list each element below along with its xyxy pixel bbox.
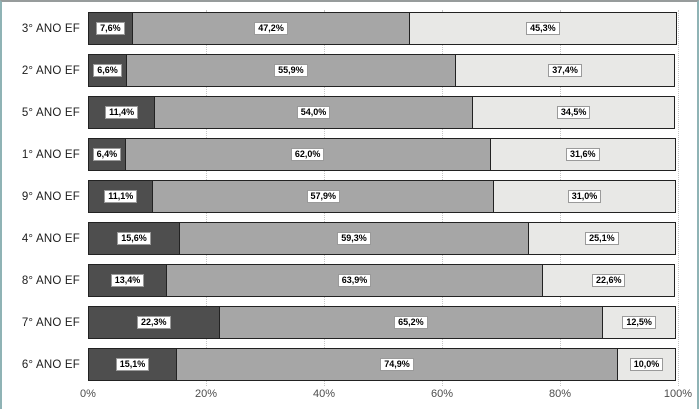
value-label: 63,9% [337,274,372,287]
bar-track: 7,6% 47,2% 45,3% [88,12,678,45]
x-tick-label: 0% [80,388,96,400]
segment-dark: 11,4% [88,96,156,129]
value-label: 65,2% [394,316,428,329]
segment-dark: 22,3% [88,306,220,339]
category-label: 9° ANO EF [21,190,80,203]
value-label: 10,0% [629,358,664,371]
value-label: 7,6% [96,22,125,35]
value-label: 34,5% [556,106,591,119]
segment-light: 31,0% [493,180,676,213]
value-label: 11,4% [105,106,139,119]
value-label: 57,9% [306,190,341,203]
value-label: 37,4% [548,64,582,77]
segment-medium: 63,9% [166,264,544,297]
segment-medium: 62,0% [124,138,491,171]
value-label: 15,1% [115,358,150,371]
bar-row: 5° ANO EF 11,4% 54,0% 34,5% [2,92,678,134]
segment-light: 25,1% [527,222,676,255]
value-label: 6,4% [92,148,122,161]
segment-light: 37,4% [454,54,676,87]
bar-row: 9° ANO EF 11,1% 57,9% 31,0% [2,176,678,218]
bar-row: 1° ANO EF 6,4% 62,0% 31,6% [2,134,678,176]
category-label: 5° ANO EF [21,106,80,119]
value-label: 62,0% [290,148,325,161]
segment-dark: 15,1% [88,348,178,381]
segment-medium: 59,3% [179,222,529,255]
segment-medium: 54,0% [154,96,473,129]
category-label: 1° ANO EF [21,148,80,161]
bar-track: 15,6% 59,3% 25,1% [88,222,678,255]
segment-medium: 65,2% [218,306,604,339]
bar-row: 2° ANO EF 6,6% 55,9% 37,4% [2,50,678,92]
value-label: 54,0% [296,106,331,119]
value-label: 45,3% [526,22,560,35]
bar-row: 7° ANO EF 22,3% 65,2% 12,5% [2,302,678,344]
bar-track: 11,4% 54,0% 34,5% [88,96,678,129]
x-tick-label: 20% [194,388,218,400]
bar-row: 4° ANO EF 15,6% 59,3% 25,1% [2,218,678,260]
category-label: 6° ANO EF [21,358,80,371]
segment-dark: 6,4% [88,138,126,171]
segment-medium: 55,9% [125,54,456,87]
x-tick-label: 60% [430,388,454,400]
category-label: 7° ANO EF [21,316,80,329]
value-label: 47,2% [254,22,288,35]
gridline [678,10,679,386]
value-label: 15,6% [117,232,151,245]
value-label: 12,5% [622,316,656,329]
value-label: 31,0% [567,190,602,203]
value-label: 59,3% [337,232,371,245]
value-label: 6,6% [93,64,122,77]
bar-track: 11,1% 57,9% 31,0% [88,180,678,213]
segment-medium: 57,9% [152,180,495,213]
segment-medium: 74,9% [176,348,618,381]
category-label: 2° ANO EF [21,64,80,77]
value-label: 13,4% [110,274,145,287]
segment-light: 45,3% [409,12,677,45]
segment-light: 12,5% [602,306,676,339]
category-label: 8° ANO EF [21,274,80,287]
value-label: 31,6% [566,148,600,161]
category-label: 3° ANO EF [21,22,80,35]
segment-light: 10,0% [616,348,676,381]
segment-medium: 47,2% [131,12,411,45]
segment-light: 31,6% [489,138,676,171]
bar-row: 6° ANO EF 15,1% 74,9% 10,0% [2,344,678,386]
x-tick-label: 100% [663,388,693,400]
bar-row: 8° ANO EF 13,4% 63,9% 22,6% [2,260,678,302]
segment-light: 22,6% [542,264,676,297]
value-label: 22,3% [137,316,171,329]
segment-dark: 6,6% [88,54,127,87]
segment-dark: 11,1% [88,180,154,213]
bar-track: 13,4% 63,9% 22,6% [88,264,678,297]
segment-dark: 15,6% [88,222,181,255]
bar-track: 15,1% 74,9% 10,0% [88,348,678,381]
bar-track: 6,6% 55,9% 37,4% [88,54,678,87]
segment-light: 34,5% [471,96,676,129]
x-tick-label: 40% [312,388,336,400]
bar-row: 3° ANO EF 7,6% 47,2% 45,3% [2,8,678,50]
segment-dark: 13,4% [88,264,168,297]
segment-dark: 7,6% [88,12,133,45]
category-label: 4° ANO EF [21,232,80,245]
value-label: 11,1% [104,190,138,203]
bar-track: 22,3% 65,2% 12,5% [88,306,678,339]
bar-track: 6,4% 62,0% 31,6% [88,138,678,171]
value-label: 55,9% [274,64,308,77]
value-label: 74,9% [380,358,414,371]
value-label: 25,1% [585,232,619,245]
x-tick-label: 80% [548,388,572,400]
value-label: 22,6% [591,274,626,287]
